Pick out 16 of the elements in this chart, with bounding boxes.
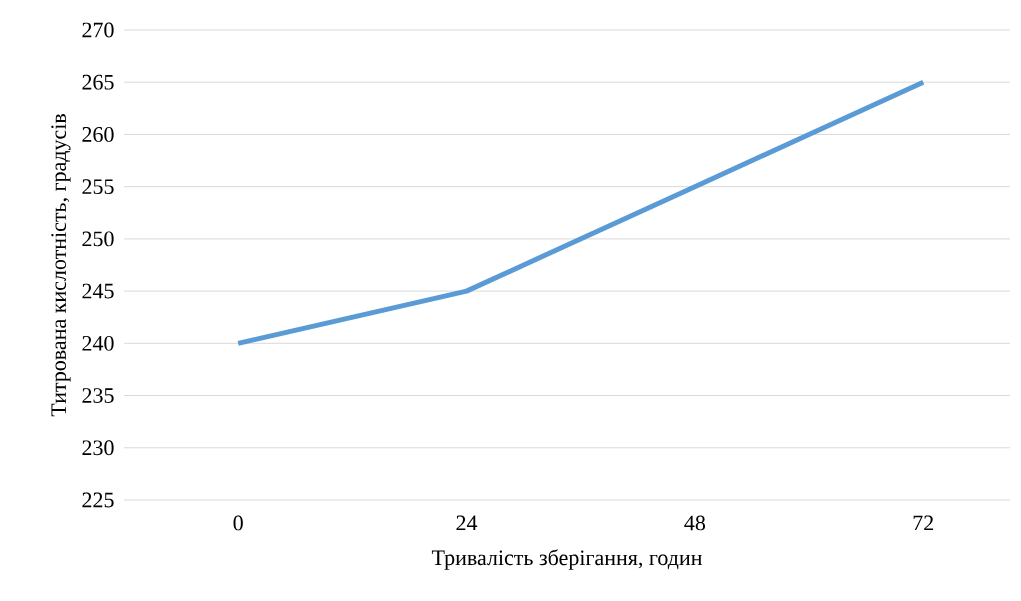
x-tick-label: 48 (684, 515, 706, 531)
x-tick-label: 24 (456, 515, 478, 531)
y-axis-title: Титрована кислотність, градусів (51, 114, 71, 417)
y-tick-label: 230 (82, 440, 114, 456)
y-tick-label: 260 (82, 127, 114, 142)
y-tick-label: 240 (82, 335, 114, 351)
y-tick-label: 255 (82, 179, 114, 195)
y-tick-label: 235 (82, 388, 114, 403)
x-axis-title: Тривалість зберігання, годин (431, 549, 702, 570)
y-tick-label: 265 (82, 74, 114, 90)
x-tick-label: 0 (233, 515, 243, 531)
x-tick-label: 72 (913, 515, 934, 531)
y-tick-label: 270 (82, 22, 114, 38)
y-tick-label: 245 (82, 283, 114, 299)
y-tick-label: 225 (82, 492, 114, 508)
y-tick-label: 250 (82, 231, 114, 247)
